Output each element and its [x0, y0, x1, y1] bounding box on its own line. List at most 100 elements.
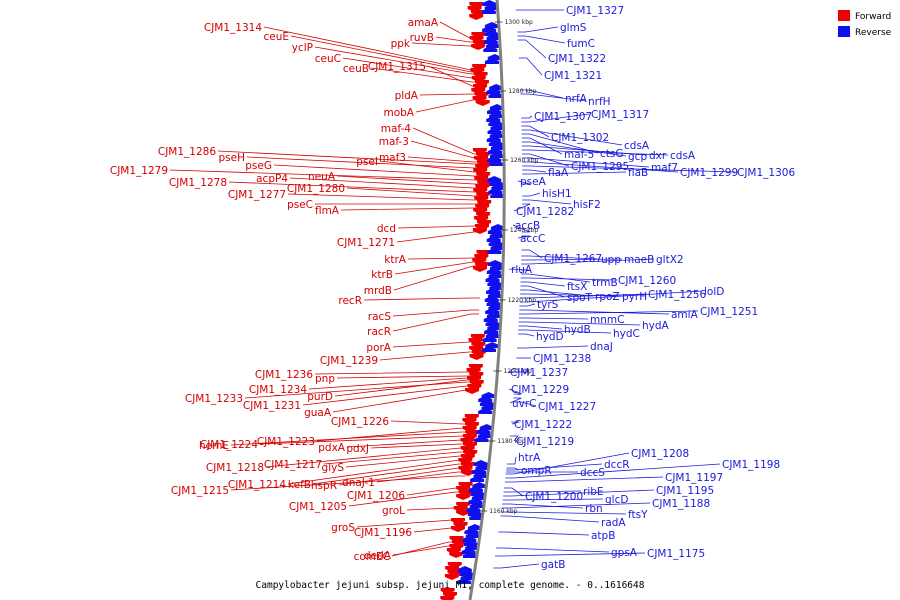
forward-gene-label: CJM1_1236	[255, 369, 313, 381]
reverse-leader-line	[521, 137, 563, 155]
forward-leader-line	[314, 371, 476, 375]
reverse-gene-label: pyrH	[622, 291, 647, 303]
forward-gene-arrow	[472, 266, 487, 272]
reverse-leader-line	[521, 133, 599, 154]
legend-reverse-swatch	[838, 26, 850, 37]
reverse-leader-line	[519, 303, 536, 307]
reverse-gene-label: dxr	[649, 150, 667, 162]
forward-gene-label: mobA	[383, 107, 414, 119]
forward-gene-label: pdxJ	[346, 443, 369, 455]
forward-gene-label: guaA	[304, 407, 332, 419]
reverse-gene-label: flaB	[628, 167, 648, 179]
reverse-gene-label: CJM1_1260	[618, 275, 676, 287]
forward-leader-line	[392, 309, 480, 317]
reverse-gene-label: rpoZ	[595, 291, 620, 303]
reverse-gene-arrow	[483, 316, 498, 322]
reverse-gene-arrow	[487, 280, 502, 286]
reverse-gene-arrow	[488, 120, 503, 126]
reverse-leader-line	[511, 421, 520, 425]
forward-gene-label: acpP4	[256, 173, 288, 185]
reverse-gene-label: ftsX	[567, 281, 587, 293]
forward-gene-label: yclP	[292, 42, 313, 54]
reverse-gene-label: dnaJ	[590, 341, 613, 353]
forward-gene-label: porA	[366, 342, 391, 354]
reverse-leader-line	[521, 249, 543, 259]
scale-tick-label: 1280 kbp	[508, 88, 536, 95]
forward-gene-label: CJM1_1280	[287, 183, 345, 195]
forward-leader-line	[392, 341, 478, 348]
reverse-gene-arrow	[462, 552, 477, 558]
reverse-leader-line	[508, 388, 522, 395]
reverse-gene-label: hydD	[536, 331, 564, 343]
reverse-gene-arrow	[461, 548, 476, 554]
forward-leader-line	[336, 375, 476, 379]
reverse-leader-line	[504, 487, 524, 497]
reverse-gene-arrow	[490, 192, 505, 198]
reverse-gene-label: CJM1_1307	[534, 111, 592, 123]
forward-gene-label: CJM1_1286	[158, 146, 216, 158]
reverse-gene-label: ompR	[521, 465, 552, 477]
forward-leader-line	[394, 261, 482, 275]
reverse-gene-arrow	[486, 88, 501, 94]
reverse-leader-line	[512, 224, 531, 233]
reverse-gene-label: ftsY	[628, 509, 648, 521]
forward-leader-line	[439, 21, 478, 39]
reverse-leader-line	[521, 255, 600, 260]
forward-gene-arrow	[444, 574, 459, 580]
forward-gene-label: CJM1_1279	[110, 165, 168, 177]
reverse-gene-label: dccR	[604, 459, 630, 471]
reverse-gene-arrow	[488, 140, 503, 146]
reverse-gene-label: glmS	[560, 22, 587, 34]
reverse-gene-label: CJM1_1195	[656, 485, 714, 497]
reverse-leader-line	[517, 26, 559, 33]
reverse-leader-line	[519, 310, 699, 315]
forward-gene-arrow	[461, 470, 476, 476]
forward-gene-label: CJM1_1278	[169, 177, 227, 189]
forward-gene-arrow	[449, 552, 464, 558]
reverse-leader-line	[522, 169, 547, 173]
reverse-gene-label: hisF2	[573, 199, 601, 211]
forward-gene-label: dedA	[364, 550, 392, 562]
reverse-gene-arrow	[487, 176, 502, 182]
reverse-gene-arrow	[485, 320, 500, 326]
reverse-leader-line	[505, 452, 630, 475]
reverse-leader-line	[509, 435, 519, 442]
reverse-gene-arrow	[468, 498, 483, 504]
forward-gene-label: kefB	[288, 479, 311, 491]
reverse-leader-line	[519, 293, 647, 299]
forward-gene-label: CJM1_1233	[185, 393, 243, 405]
reverse-gene-arrow	[459, 570, 474, 576]
reverse-gene-label: CJM1_1282	[516, 206, 574, 218]
forward-leader-line	[406, 487, 465, 496]
reverse-gene-arrow	[474, 436, 489, 442]
reverse-leader-line	[522, 199, 572, 205]
forward-leader-line	[410, 140, 483, 159]
forward-gene-label: ceuE	[263, 31, 289, 43]
forward-gene-label: pseG	[245, 160, 272, 172]
reverse-gene-arrow	[482, 336, 497, 342]
reverse-leader-line	[504, 476, 664, 483]
forward-gene-label: CJM1_1223	[257, 436, 315, 448]
reverse-gene-label: CJM1_1306	[737, 167, 795, 179]
reverse-leader-line	[496, 547, 610, 553]
reverse-gene-label: glcD	[605, 494, 628, 506]
reverse-gene-label: CJM1_1198	[722, 459, 780, 471]
reverse-gene-arrow	[484, 328, 499, 334]
reverse-gene-arrow	[486, 116, 501, 122]
reverse-leader-line	[508, 268, 529, 271]
forward-gene-label: CJM1_1277	[228, 189, 286, 201]
reverse-gene-arrow	[483, 38, 498, 44]
reverse-gene-label: CJM1_1327	[566, 5, 624, 17]
reverse-leader-line	[501, 511, 627, 515]
reverse-leader-line	[503, 489, 655, 497]
forward-gene-arrow	[469, 354, 484, 360]
reverse-gene-label: accC	[520, 233, 545, 245]
reverse-gene-label: CJM1_1317	[591, 109, 649, 121]
forward-gene-label: pseI	[356, 156, 378, 168]
reverse-gene-label: CJM1_1302	[551, 132, 609, 144]
forward-gene-arrow	[465, 388, 480, 394]
forward-leader-line	[336, 175, 483, 185]
forward-leader-line	[363, 297, 480, 301]
reverse-gene-label: pseA	[520, 176, 547, 188]
reverse-leader-line	[509, 397, 522, 404]
